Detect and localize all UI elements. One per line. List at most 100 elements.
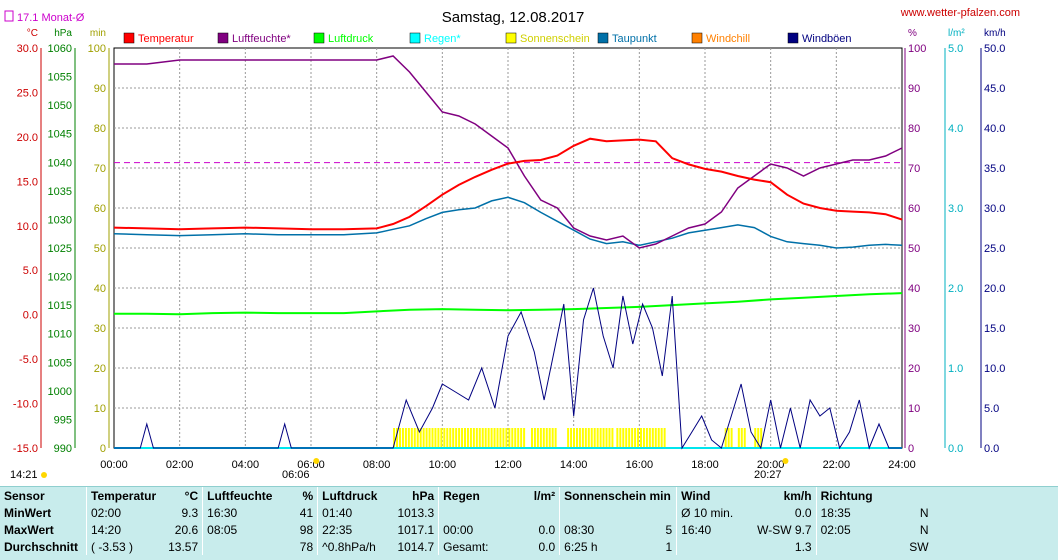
sunshine-bar [642, 428, 645, 448]
tick-label-temp: 15.0 [17, 176, 38, 188]
sunshine-bar [724, 428, 727, 448]
tick-label-sunshine: 100 [88, 43, 106, 55]
sunshine-bar [404, 428, 407, 448]
legend-swatch-dewpoint [597, 32, 609, 44]
tick-label-pressure: 995 [54, 414, 72, 426]
hdr-temperature: Temperatur [86, 487, 161, 504]
tick-label-rain: 1.0 [948, 363, 963, 375]
tick-label-humidity: 70 [908, 163, 920, 175]
legend-label-gust: Windböen [802, 33, 852, 45]
hdr-pressure-unit: hPa [412, 488, 435, 503]
chart-legend: Temperatur Luftfeuchte* Luftdruck Regen* Son… [123, 32, 852, 45]
legend-label-humidity: Luftfeuchte* [232, 33, 291, 45]
dir-value: SW [909, 539, 929, 554]
temp-time: 02:00 [86, 504, 161, 521]
sunshine-bar [639, 428, 642, 448]
sunshine-bar [478, 428, 481, 448]
sunshine-bar [628, 428, 631, 448]
rain-value: 0.0 [538, 539, 556, 554]
sunshine-bar [523, 428, 526, 448]
sun-value: 1 [665, 539, 673, 554]
axis-unit-rain: l/m² [948, 28, 965, 39]
legend-item-sunshine: Sonnenschein [505, 32, 590, 45]
x-tick-label: 08:00 [363, 459, 391, 471]
wind-time [676, 538, 754, 555]
tick-label-sunshine: 0 [100, 443, 106, 455]
chart-title: Samstag, 12.08.2017 [442, 9, 585, 26]
x-tick-label: 10:00 [429, 459, 457, 471]
legend-item-pressure: Luftdruck [313, 32, 374, 45]
legend-item-rain: Regen* [409, 32, 461, 45]
tick-label-sunshine: 30 [94, 323, 106, 335]
legend-label-rain: Regen* [424, 33, 461, 45]
sunshine-bar [466, 428, 469, 448]
sunshine-bar [493, 428, 496, 448]
tick-label-wind: 40.0 [984, 123, 1005, 135]
x-tick-label: 00:00 [100, 459, 128, 471]
sunshine-bar [396, 428, 399, 448]
tick-label-pressure: 1055 [48, 72, 72, 84]
site-link[interactable]: www.wetter-pfalzen.com [900, 7, 1020, 19]
pressure-time: ^0.8hPa/h [317, 538, 393, 555]
chart-axes: °C 30.0 25.0 20.0 15.0 10.0 5.0 0.0 -5.0 -10.0 -15… [10, 28, 1006, 481]
sunshine-bar [737, 428, 740, 448]
sunshine-bar [587, 428, 590, 448]
sunshine-bar [487, 428, 490, 448]
tick-label-pressure: 1005 [48, 357, 72, 369]
tick-label-pressure: 1035 [48, 186, 72, 198]
sunshine-bar [490, 428, 493, 448]
tick-label-temp: 0.0 [23, 310, 38, 322]
legend-label-dewpoint: Taupunkt [612, 33, 657, 45]
sunshine-bar [570, 428, 573, 448]
humidity-value: 41 [299, 505, 314, 520]
dir-time: 02:05 [815, 521, 895, 538]
sunrise-icon [313, 458, 320, 464]
tick-label-pressure: 1020 [48, 272, 72, 284]
wind-value: 0.0 [794, 505, 812, 520]
sunshine-bar [511, 428, 514, 448]
legend-swatch-sunshine [505, 32, 517, 44]
tick-label-humidity: 10 [908, 403, 920, 415]
sunshine-bar [608, 428, 611, 448]
hdr-wind: Wind [676, 487, 754, 504]
sunset-icon [782, 458, 789, 464]
x-tick-label: 14:00 [560, 459, 588, 471]
axis-unit-temp: °C [27, 28, 38, 39]
sunshine-bar [452, 428, 455, 448]
temperature-line [113, 137, 903, 231]
sunshine-bar [484, 428, 487, 448]
legend-swatch-rain [409, 32, 421, 44]
pressure-value: 1017.1 [397, 522, 435, 537]
sunshine-bar [757, 428, 760, 448]
stats-row-avg: Durchschnitt ( -3.53 ) 13.57 78 ^0.8hPa/… [0, 538, 933, 555]
sunshine-bar [464, 428, 467, 448]
tick-label-humidity: 50 [908, 243, 920, 255]
humidity-line [114, 55, 903, 249]
pressure-time: 01:40 [317, 504, 393, 521]
legend-label-pressure: Luftdruck [328, 33, 374, 45]
sunshine-bar [517, 428, 520, 448]
sunshine-bar [584, 428, 587, 448]
sunshine-bar [542, 428, 545, 448]
sunshine-bar [499, 428, 502, 448]
x-tick-label: 12:00 [494, 459, 522, 471]
x-tick-label: 02:00 [166, 459, 194, 471]
tick-label-sunshine: 90 [94, 83, 106, 95]
legend-swatch-gust [787, 32, 799, 44]
sunshine-bar [660, 428, 663, 448]
tick-label-wind: 30.0 [984, 203, 1005, 215]
humidity-time [202, 538, 282, 555]
sunshine-bar [657, 428, 660, 448]
sunshine-bar [428, 428, 431, 448]
chart-grid [113, 47, 903, 449]
month-avg-label: 17.1 Monat-Ø [4, 10, 85, 24]
sunshine-bar [419, 428, 422, 448]
sunshine-bar [413, 428, 416, 448]
tick-label-sunshine: 60 [94, 203, 106, 215]
tick-label-temp: 25.0 [17, 87, 38, 99]
sunshine-bar [654, 428, 657, 448]
sunshine-bar [446, 428, 449, 448]
sunshine-bar [663, 428, 666, 448]
weather-chart: °C 30.0 25.0 20.0 15.0 10.0 5.0 0.0 -5.0 -10.0 -15… [4, 7, 1020, 481]
sunshine-bar [740, 428, 743, 448]
